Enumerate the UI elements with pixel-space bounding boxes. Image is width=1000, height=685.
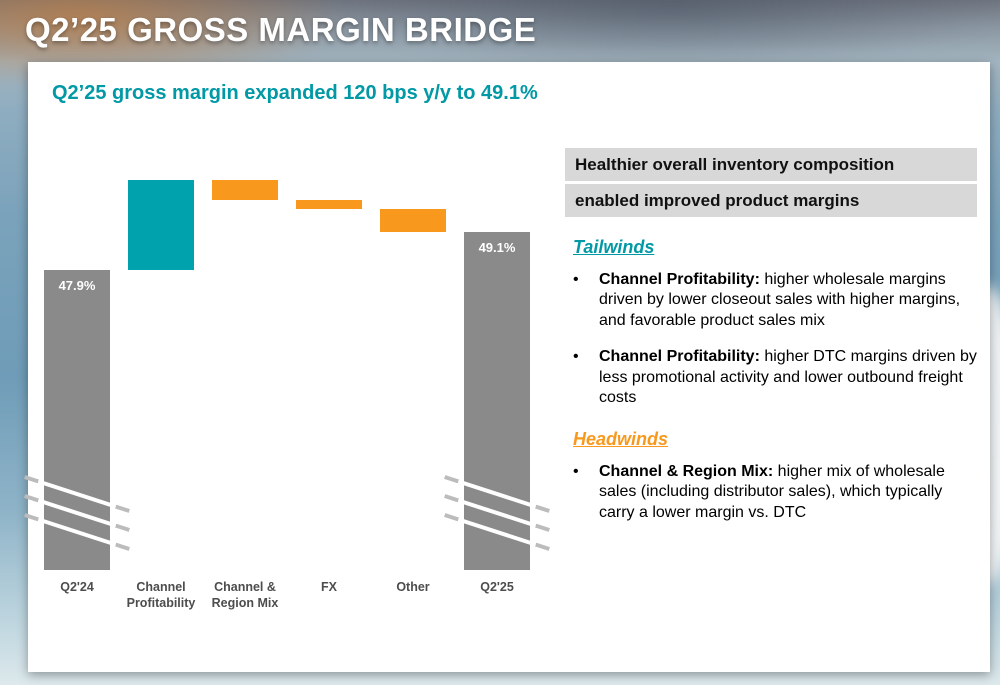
bullet-lead: Channel Profitability: bbox=[599, 271, 760, 288]
bar-channel-region-mix bbox=[212, 180, 278, 200]
commentary-panel: Healthier overall inventory composition … bbox=[565, 148, 977, 539]
bar-category-label: FX bbox=[321, 580, 337, 594]
bullet-text-wrap: Channel Profitability: higher DTC margin… bbox=[599, 347, 977, 408]
bar-category-label: Channel Profitability bbox=[126, 580, 196, 610]
bar-value-label: 49.1% bbox=[478, 239, 516, 255]
bar-category-label: Q2'24 bbox=[60, 580, 94, 594]
panel-headline-line-1: Healthier overall inventory composition bbox=[565, 148, 977, 181]
bar-category-label: Channel & Region Mix bbox=[211, 580, 279, 610]
bullet-text-wrap: Channel Profitability: higher wholesale … bbox=[599, 270, 977, 331]
bar-category-label: Other bbox=[396, 580, 430, 594]
bar-value-label: 47.9% bbox=[58, 278, 96, 293]
bullet-dot: • bbox=[573, 271, 579, 288]
bullet-text: higher mix of wholesale sales (including… bbox=[599, 462, 945, 521]
bullet-dot: • bbox=[573, 462, 579, 480]
chart-headline: Q2’25 gross margin expanded 120 bps y/y … bbox=[52, 82, 538, 104]
tailwind-bullet-2: • Channel Profitability: higher DTC marg… bbox=[573, 347, 977, 408]
bar-other bbox=[380, 209, 446, 232]
bar-channel-profitability bbox=[128, 180, 194, 270]
background-cloud-band bbox=[320, 0, 1000, 70]
content-card: Q2’25 gross margin expanded 120 bps y/y … bbox=[24, 62, 990, 672]
panel-headline-line-2: enabled improved product margins bbox=[565, 184, 977, 217]
headwind-bullet-1: • Channel & Region Mix: higher mix of wh… bbox=[573, 462, 977, 523]
tailwind-bullet-1: • Channel Profitability: higher wholesal… bbox=[573, 270, 977, 331]
bullet-text-wrap: Channel & Region Mix: higher mix of whol… bbox=[599, 462, 977, 523]
bullet-text: higher DTC margins driven by less promot… bbox=[599, 348, 977, 407]
bar-fx bbox=[296, 199, 362, 210]
slide-title: Q2’25 GROSS MARGIN BRIDGE bbox=[25, 11, 537, 48]
bullet-lead: Channel Profitability: bbox=[599, 348, 760, 366]
bar-category-label: Q2'25 bbox=[480, 580, 514, 594]
headwinds-heading: Headwinds bbox=[573, 428, 669, 449]
waterfall-chart: 47.9% Q2'24 Channel Profitability Channel &… bbox=[24, 120, 575, 640]
tailwinds-heading: Tailwinds bbox=[573, 237, 655, 257]
bullet-lead: Channel & Region Mix: bbox=[599, 462, 774, 480]
bullet-dot: • bbox=[573, 348, 579, 366]
bullet-text: higher wholesale margins driven by lower… bbox=[599, 271, 961, 329]
